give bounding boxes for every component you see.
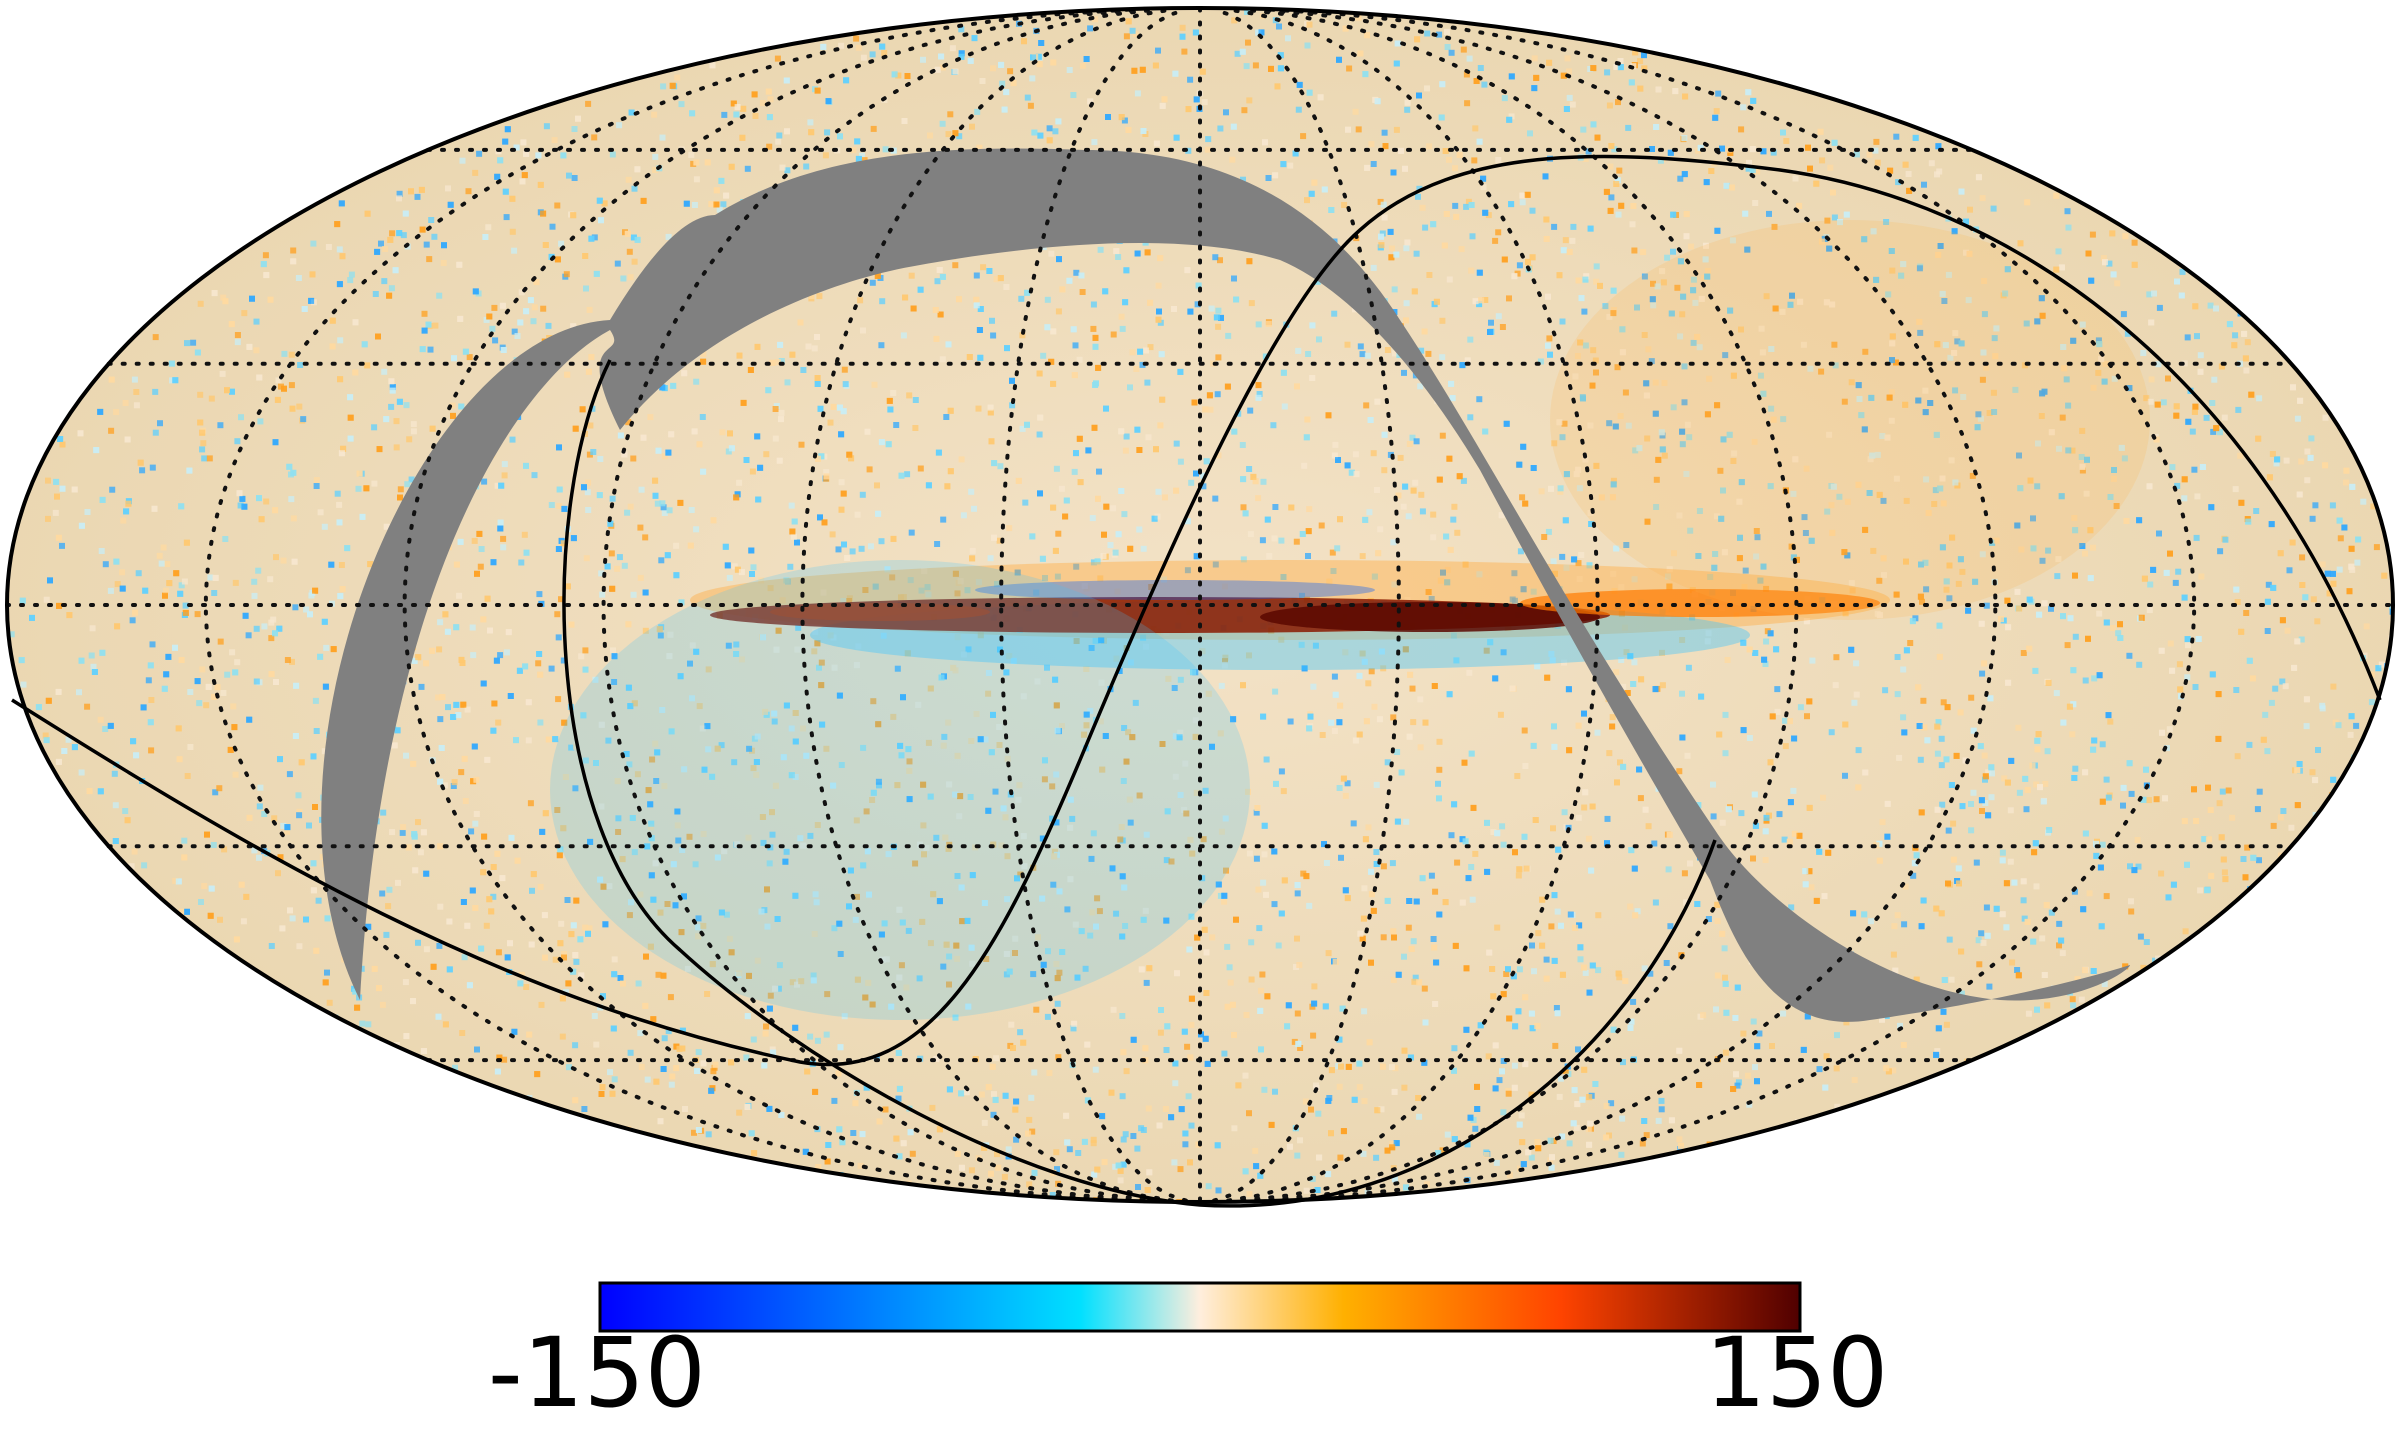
colorbar-min-label: -150: [488, 1325, 706, 1421]
mollweide-map: [0, 0, 2400, 1225]
colorbar-max-label: 150: [1705, 1325, 1888, 1421]
colorbar: [600, 1283, 1800, 1331]
colorbar-gradient: [600, 1283, 1800, 1331]
